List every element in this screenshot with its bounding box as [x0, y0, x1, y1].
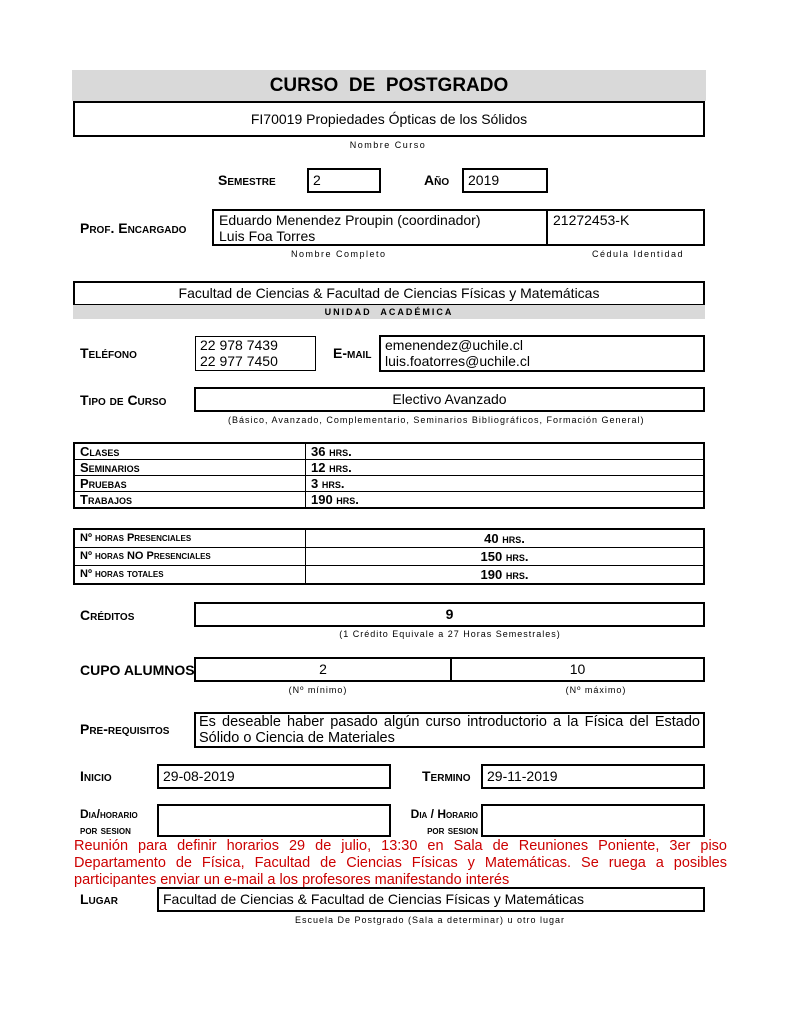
horario-label-line: por sesion [80, 823, 131, 837]
inicio-field[interactable]: 29-08-2019 [157, 764, 391, 789]
meeting-note: Reunión para definir horarios 29 de juli… [74, 838, 727, 888]
totals-label: Nº horas Presenciales [73, 528, 306, 548]
cupo-label: CUPO ALUMNOS [80, 662, 195, 678]
totals-value: 190 hrs. [305, 565, 705, 585]
lugar-caption: Escuela De Postgrado (Sala a determinar)… [294, 915, 566, 925]
hours-label: Pruebas [73, 475, 306, 492]
telefono-field[interactable]: 22 978 7439 22 977 7450 [195, 336, 316, 371]
termino-field[interactable]: 29-11-2019 [481, 764, 705, 789]
email-label: E-mail [333, 345, 372, 361]
id-caption: Cédula Identidad [592, 249, 685, 259]
hours-value: 3 hrs. [305, 475, 705, 492]
tipo-label: Tipo de Curso [80, 392, 167, 408]
table-row: Nº horas NO Presenciales 150 hrs. [73, 547, 705, 566]
hours-value: 190 hrs. [305, 491, 705, 509]
table-row: Nº horas Presenciales 40 hrs. [73, 528, 705, 548]
table-row: Seminarios 12 hrs. [73, 459, 705, 476]
unidad-field[interactable]: Facultad de Ciencias & Facultad de Cienc… [73, 281, 705, 306]
hours-table: Clases 36 hrs. Seminarios 12 hrs. Pruebas 3… [73, 442, 705, 509]
inicio-label: Inicio [80, 768, 112, 784]
prof-name: Luis Foa Torres [219, 228, 316, 244]
horario-label-line: Dia/horario [80, 807, 138, 821]
totals-value: 150 hrs. [305, 547, 705, 566]
prereq-label: Pre-requisitos [80, 721, 170, 737]
course-name-field[interactable]: FI70019 Propiedades Ópticas de los Sólid… [73, 101, 705, 137]
creditos-caption: (1 Crédito Equivale a 27 Horas Semestral… [339, 629, 561, 639]
totals-label: Nº horas NO Presenciales [73, 547, 306, 566]
email-field[interactable]: emenendez@uchile.cl luis.foatorres@uchil… [379, 335, 705, 372]
hours-label: Seminarios [73, 459, 306, 476]
prereq-field[interactable]: Es deseable haber pasado algún curso int… [194, 712, 705, 748]
prof-label: Prof. Encargado [80, 220, 187, 236]
table-row: Trabajos 190 hrs. [73, 491, 705, 509]
cupo-min-field[interactable]: 2 [194, 657, 452, 682]
horario-label: Dia/horario por sesion [80, 806, 138, 838]
course-name-caption: Nombre Curso [349, 140, 427, 150]
semestre-label: Semestre [218, 172, 276, 188]
creditos-field[interactable]: 9 [194, 602, 705, 627]
hours-value: 36 hrs. [305, 442, 705, 460]
anio-field[interactable]: 2019 [462, 168, 548, 193]
lugar-field[interactable]: Facultad de Ciencias & Facultad de Cienc… [157, 887, 705, 912]
termino-label: Termino [422, 768, 471, 784]
totals-label: Nº horas totales [73, 565, 306, 585]
horario-left-field[interactable] [157, 804, 391, 837]
email: emenendez@uchile.cl [385, 337, 523, 353]
horario-right-field[interactable] [481, 804, 705, 837]
table-row: Nº horas totales 190 hrs. [73, 565, 705, 585]
table-row: Pruebas 3 hrs. [73, 475, 705, 492]
name-caption: Nombre Completo [291, 249, 387, 259]
cupo-max-caption: (Nº máximo) [565, 685, 627, 695]
anio-label: Año [424, 172, 450, 188]
hours-label: Trabajos [73, 491, 306, 509]
prof-id-field[interactable]: 21272453-K [546, 209, 705, 246]
horario-right-label: Dia / Horario por sesion [390, 806, 478, 838]
table-row: Clases 36 hrs. [73, 442, 705, 460]
cupo-max-field[interactable]: 10 [450, 657, 705, 682]
cupo-min-caption: (Nº mínimo) [288, 685, 348, 695]
phone: 22 978 7439 [200, 337, 278, 353]
tipo-caption: (Básico, Avanzado, Complementario, Semin… [228, 415, 645, 425]
horario-label-line: por sesion [427, 823, 478, 837]
unidad-caption: UNIDAD ACADÉMICA [73, 305, 705, 319]
tipo-field[interactable]: Electivo Avanzado [194, 387, 705, 412]
email: luis.foatorres@uchile.cl [385, 353, 530, 369]
lugar-label: Lugar [80, 891, 118, 907]
totals-value: 40 hrs. [305, 528, 705, 548]
hours-value: 12 hrs. [305, 459, 705, 476]
semestre-field[interactable]: 2 [307, 168, 381, 193]
phone: 22 977 7450 [200, 353, 278, 369]
totals-table: Nº horas Presenciales 40 hrs. Nº horas NO… [73, 528, 705, 585]
prof-names-field[interactable]: Eduardo Menendez Proupin (coordinador) L… [212, 209, 548, 246]
telefono-label: Teléfono [80, 345, 137, 361]
hours-label: Clases [73, 442, 306, 460]
creditos-label: Créditos [80, 607, 135, 623]
page-title: CURSO DE POSTGRADO [72, 70, 706, 101]
horario-label-line: Dia / Horario [410, 807, 478, 821]
prof-name: Eduardo Menendez Proupin (coordinador) [219, 212, 481, 228]
